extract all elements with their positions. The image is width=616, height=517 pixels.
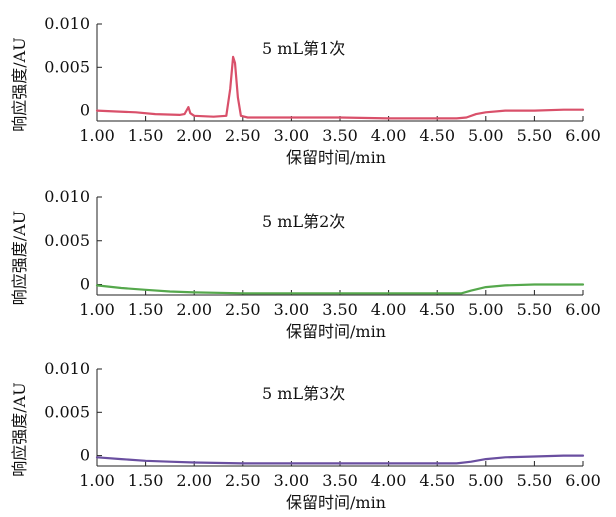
x-tick-label: 1.50 bbox=[128, 300, 164, 319]
x-tick-label: 6.00 bbox=[565, 471, 601, 490]
x-tick-label: 3.00 bbox=[274, 471, 310, 490]
panel-annotation: 5 mL第3次 bbox=[262, 384, 345, 403]
x-tick-label: 5.50 bbox=[517, 126, 553, 145]
x-tick-label: 3.00 bbox=[274, 126, 310, 145]
series-line-3 bbox=[95, 454, 585, 465]
x-tick-label: 3.50 bbox=[322, 300, 358, 319]
x-tick-label: 2.50 bbox=[225, 126, 261, 145]
y-tick-label: 0.010 bbox=[44, 187, 90, 206]
x-tick-label: 4.00 bbox=[371, 126, 407, 145]
x-tick-label: 4.00 bbox=[371, 300, 407, 319]
x-tick-label: 1.50 bbox=[128, 471, 164, 490]
x-tick-label: 2.00 bbox=[176, 300, 212, 319]
x-tick-label: 3.50 bbox=[322, 126, 358, 145]
x-tick-label: 4.50 bbox=[419, 471, 455, 490]
x-axis-title: 保留时间/min bbox=[286, 493, 386, 512]
y-tick-label: 0 bbox=[80, 275, 90, 294]
y-axis-title: 响应强度/AU bbox=[10, 37, 29, 131]
panel-annotation: 5 mL第1次 bbox=[262, 39, 345, 58]
panel-annotation: 5 mL第2次 bbox=[262, 212, 345, 231]
x-tick-label: 5.00 bbox=[468, 300, 504, 319]
x-axis-title: 保留时间/min bbox=[286, 148, 386, 167]
y-axis-title: 响应强度/AU bbox=[10, 382, 29, 476]
chart-panel-1: 0.010 0.005 0 1.00 1.50 2.00 2.50 3.00 3.50 4.00 4… bbox=[10, 14, 601, 167]
x-axis-title: 保留时间/min bbox=[286, 322, 386, 341]
x-tick-label: 2.00 bbox=[176, 126, 212, 145]
y-tick-label: 0.005 bbox=[44, 402, 90, 421]
x-tick-label: 5.00 bbox=[468, 471, 504, 490]
x-tick-label: 3.50 bbox=[322, 471, 358, 490]
y-tick-label: 0 bbox=[80, 101, 90, 120]
x-tick-label: 4.00 bbox=[371, 471, 407, 490]
chart-panel-2: 0.010 0.005 0 1.00 1.50 2.00 2.50 3.00 3.50 4.00 4… bbox=[10, 187, 601, 341]
y-axis-title: 响应强度/AU bbox=[10, 211, 29, 305]
x-tick-label: 2.50 bbox=[225, 300, 261, 319]
x-tick-label: 1.00 bbox=[79, 300, 115, 319]
x-tick-label: 5.50 bbox=[517, 471, 553, 490]
y-tick-label: 0.010 bbox=[44, 359, 90, 378]
x-tick-label: 3.00 bbox=[274, 300, 310, 319]
chart-panel-3: 0.010 0.005 0 1.00 1.50 2.00 2.50 3.00 3.50 4.00 4… bbox=[10, 359, 601, 512]
y-tick-label: 0.005 bbox=[44, 57, 90, 76]
x-tick-label: 1.00 bbox=[79, 126, 115, 145]
series-line-1 bbox=[95, 55, 585, 120]
x-tick-label: 2.50 bbox=[225, 471, 261, 490]
x-tick-label: 1.50 bbox=[128, 126, 164, 145]
x-tick-label: 6.00 bbox=[565, 126, 601, 145]
x-tick-label: 4.50 bbox=[419, 300, 455, 319]
x-tick-label: 1.00 bbox=[79, 471, 115, 490]
y-tick-label: 0.010 bbox=[44, 14, 90, 33]
x-tick-label: 5.00 bbox=[468, 126, 504, 145]
x-tick-label: 2.00 bbox=[176, 471, 212, 490]
x-tick-label: 6.00 bbox=[565, 300, 601, 319]
x-tick-label: 4.50 bbox=[419, 126, 455, 145]
x-tick-label: 5.50 bbox=[517, 300, 553, 319]
y-tick-label: 0 bbox=[80, 446, 90, 465]
y-tick-label: 0.005 bbox=[44, 231, 90, 250]
series-line-2 bbox=[95, 283, 585, 295]
